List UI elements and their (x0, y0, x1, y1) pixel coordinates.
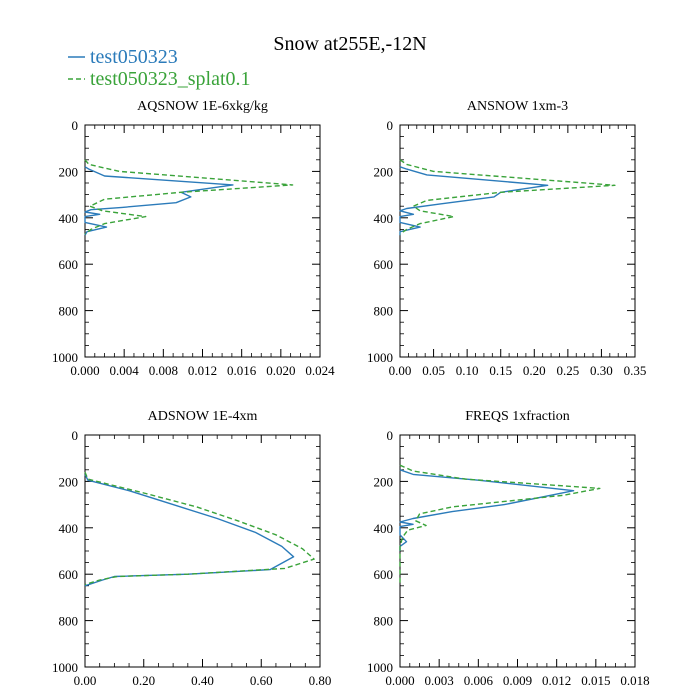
chart-title: AQSNOW 1E-6xkg/kg (137, 99, 268, 114)
x-tick-label: 0.024 (305, 363, 335, 378)
series-line-test050323 (84, 166, 234, 236)
chart-title: FREQS 1xfraction (465, 409, 570, 424)
x-tick-label: 0.35 (624, 363, 647, 378)
x-tick-label: 0.012 (542, 673, 571, 688)
series-line-test050323-splat0-1 (84, 471, 315, 586)
y-tick-label: 0 (72, 118, 79, 133)
y-tick-label: 1000 (52, 660, 78, 675)
plot-frame (399, 124, 636, 358)
y-tick-label: 1000 (52, 350, 78, 365)
y-tick-label: 200 (59, 474, 79, 489)
x-tick-label: 0.012 (188, 363, 217, 378)
y-tick-label: 800 (374, 614, 394, 629)
x-tick-label: 0.018 (620, 673, 649, 688)
y-tick-label: 400 (59, 521, 79, 536)
x-tick-label: 0.20 (132, 673, 155, 688)
x-tick-label: 0.020 (266, 363, 295, 378)
x-tick-label: 0.008 (149, 363, 178, 378)
legend-label-1: test050323_splat0.1 (90, 68, 251, 90)
x-tick-label: 0.016 (227, 363, 257, 378)
chart-panel-3: FREQS 1xfraction 0.000 0.003 0.006 0.009 0.01… (367, 409, 650, 688)
panels: AQSNOW 1E-6xkg/kg0.000 0.004 0.008 0.012 0.0… (52, 99, 650, 688)
series-line-test050323-splat0-1 (399, 464, 601, 584)
x-tick-label: 0.60 (250, 673, 273, 688)
y-tick-label: 800 (59, 614, 79, 629)
x-tick-label: 0.000 (385, 673, 414, 688)
x-tick-label: 0.00 (389, 363, 412, 378)
y-tick-label: 1000 (367, 660, 393, 675)
series-line-test050323 (399, 469, 575, 551)
series-line-test050323 (399, 166, 549, 236)
chart-panel-2: ADSNOW 1E-4xm 0.00 0.20 0.40 0.60 0.80 0 200 400… (52, 409, 331, 688)
x-tick-label: 0.009 (503, 673, 532, 688)
chart-panel-0: AQSNOW 1E-6xkg/kg 0.000 0.004 0.008 0.012 0.0… (52, 99, 335, 378)
plot-frame (399, 434, 636, 668)
series-line-test050323 (84, 474, 295, 587)
x-tick-label: 0.003 (425, 673, 454, 688)
y-tick-label: 200 (374, 164, 394, 179)
y-tick-label: 600 (59, 567, 79, 582)
series-line-test050323-splat0-1 (399, 159, 616, 235)
y-tick-label: 600 (374, 257, 394, 272)
x-tick-label: 0.006 (464, 673, 494, 688)
x-tick-label: 0.10 (456, 363, 479, 378)
x-tick-label: 0.000 (70, 363, 99, 378)
y-tick-label: 600 (374, 567, 394, 582)
y-tick-label: 400 (374, 211, 394, 226)
chart-title: ANSNOW 1xm-3 (467, 99, 568, 114)
x-tick-label: 0.00 (74, 673, 97, 688)
chart-title: ADSNOW 1E-4xm (148, 409, 258, 424)
y-tick-label: 800 (374, 304, 394, 319)
y-tick-label: 1000 (367, 350, 393, 365)
legend-label-0: test050323 (90, 46, 178, 68)
x-tick-label: 0.30 (590, 363, 613, 378)
x-tick-label: 0.20 (523, 363, 546, 378)
x-tick-label: 0.05 (422, 363, 445, 378)
series-line-test050323-splat0-1 (84, 159, 294, 235)
plot-frame (84, 434, 321, 668)
x-tick-label: 0.015 (581, 673, 610, 688)
y-tick-label: 600 (59, 257, 79, 272)
y-tick-label: 200 (374, 474, 394, 489)
x-tick-label: 0.15 (489, 363, 512, 378)
y-tick-label: 0 (72, 428, 79, 443)
x-tick-label: 0.40 (191, 673, 214, 688)
figure-title: Snow at255E,-12N (273, 33, 426, 55)
y-tick-label: 200 (59, 164, 79, 179)
plot-frame (84, 124, 321, 358)
y-tick-label: 400 (374, 521, 394, 536)
y-tick-label: 0 (387, 118, 394, 133)
y-tick-label: 800 (59, 304, 79, 319)
x-tick-label: 0.80 (309, 673, 332, 688)
y-tick-label: 0 (387, 428, 394, 443)
chart-panel-1: ANSNOW 1xm-3 0.00 0.05 0.10 0.15 0.20 0.25 0.30… (367, 99, 646, 378)
y-tick-label: 400 (59, 211, 79, 226)
x-tick-label: 0.25 (556, 363, 579, 378)
x-tick-label: 0.004 (110, 363, 140, 378)
